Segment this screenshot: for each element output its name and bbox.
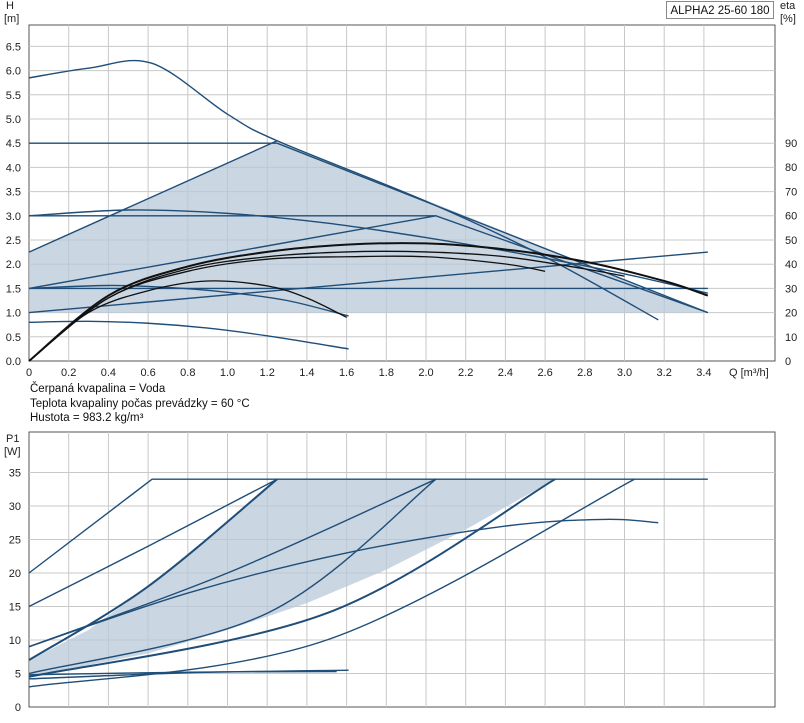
y-tick-label-power: 30 xyxy=(9,501,21,513)
x-tick-label: 0.2 xyxy=(61,367,76,379)
power-curve xyxy=(28,518,659,648)
y-axis-unit-right: [%] xyxy=(780,13,796,25)
power-curve xyxy=(28,478,278,608)
y-tick-label-left: 4.5 xyxy=(6,138,21,150)
x-tick-label: 1.4 xyxy=(299,367,314,379)
x-tick-label: 2.2 xyxy=(458,367,473,379)
model-label: ALPHA2 25-60 180 xyxy=(666,1,774,19)
y-axis-label-right: eta xyxy=(780,0,796,12)
y-tick-label-power: 5 xyxy=(15,669,21,681)
x-tick-label: 0.6 xyxy=(140,367,155,379)
x-tick-label: 2.6 xyxy=(537,367,552,379)
y-tick-label-left: 6.0 xyxy=(6,66,21,78)
x-axis-label: Q [m³/h] xyxy=(729,367,769,379)
x-tick-label: 0 xyxy=(26,367,32,379)
y-axis-label-left: H xyxy=(6,0,14,12)
y-tick-label-left: 2.5 xyxy=(6,235,21,247)
power-curve xyxy=(28,478,708,574)
x-tick-label: 1.6 xyxy=(339,367,354,379)
y-tick-label-right: 40 xyxy=(785,259,797,271)
y-axis-unit-left: [m] xyxy=(4,13,19,25)
power-curve xyxy=(28,478,437,675)
y-tick-label-left: 0.0 xyxy=(6,356,21,368)
y-tick-label-left: 5.5 xyxy=(6,90,21,102)
note-liquid: Čerpaná kvapalina = Voda xyxy=(30,383,166,395)
power-chart: 0 5 10 15 20 25 30 35 P1[W] xyxy=(4,431,776,714)
y-tick-label-power: 10 xyxy=(9,635,21,647)
power-curve xyxy=(28,670,337,676)
power-range-area xyxy=(29,479,556,677)
y-tick-label-right: 30 xyxy=(785,283,797,295)
x-tick-label: 2.4 xyxy=(498,367,513,379)
x-tick-label: 0.4 xyxy=(101,367,116,379)
head-curve xyxy=(29,142,709,314)
note-density: Hustota = 983.2 kg/m³ xyxy=(30,412,144,424)
x-tick-label: 1.2 xyxy=(260,367,275,379)
plot-area-power xyxy=(28,431,776,708)
x-tick-label: 3.2 xyxy=(657,367,672,379)
y-tick-label-left: 3.0 xyxy=(6,211,21,223)
x-tick-label: 1.0 xyxy=(220,367,235,379)
y-tick-label-left: 5.0 xyxy=(6,114,21,126)
y-tick-label-power: 20 xyxy=(9,568,21,580)
efficiency-curve xyxy=(28,255,546,362)
x-tick-label: 3.0 xyxy=(617,367,632,379)
x-tick-label: 1.8 xyxy=(379,367,394,379)
y-tick-label-right: 90 xyxy=(785,138,797,150)
head-efficiency-chart: 0 0.2 0.4 0.6 0.8 1.0 1.2 1.4 1.6 1.8 2.0 2.2 2.4 2.6… xyxy=(4,0,797,379)
y-tick-label-left: 1.5 xyxy=(6,283,21,295)
y-tick-label-right: 80 xyxy=(785,162,797,174)
x-tick-label: 3.4 xyxy=(696,367,711,379)
x-tick-label: 2.8 xyxy=(577,367,592,379)
y-tick-label-left: 1.0 xyxy=(6,308,21,320)
y-tick-label-power: 35 xyxy=(9,468,21,480)
y-tick-label-right: 60 xyxy=(785,211,797,223)
note-temperature: Teplota kvapaliny počas prevádzky = 60 °… xyxy=(30,398,250,410)
efficiency-curve xyxy=(28,280,347,362)
y-axis-unit-power: [W] xyxy=(4,446,21,458)
head-curve xyxy=(28,140,278,253)
head-curve xyxy=(28,209,709,294)
y-axis-label-power: P1 xyxy=(6,433,19,445)
head-curve xyxy=(28,215,437,290)
y-tick-label-left: 3.5 xyxy=(6,187,21,199)
power-curve xyxy=(28,478,556,678)
y-tick-label-right: 50 xyxy=(785,235,797,247)
head-curve xyxy=(28,251,708,314)
y-tick-label-left: 4.0 xyxy=(6,162,21,174)
x-tick-label: 2.0 xyxy=(418,367,433,379)
y-tick-label-left: 2.0 xyxy=(6,259,21,271)
y-tick-label-left: 6.5 xyxy=(6,41,21,53)
power-curve xyxy=(28,478,278,661)
y-tick-label-power: 25 xyxy=(9,535,21,547)
y-tick-label-right: 0 xyxy=(785,356,791,368)
y-tick-label-left: 0.5 xyxy=(6,332,21,344)
head-curve xyxy=(28,320,349,350)
x-tick-label: 0.8 xyxy=(180,367,195,379)
y-tick-label-right: 20 xyxy=(785,308,797,320)
y-tick-label-power: 0 xyxy=(15,702,21,714)
efficiency-curve xyxy=(28,242,709,362)
head-curve xyxy=(28,284,349,317)
y-tick-label-power: 15 xyxy=(9,602,21,614)
y-tick-label-right: 70 xyxy=(785,186,797,198)
y-tick-label-right: 10 xyxy=(785,332,797,344)
